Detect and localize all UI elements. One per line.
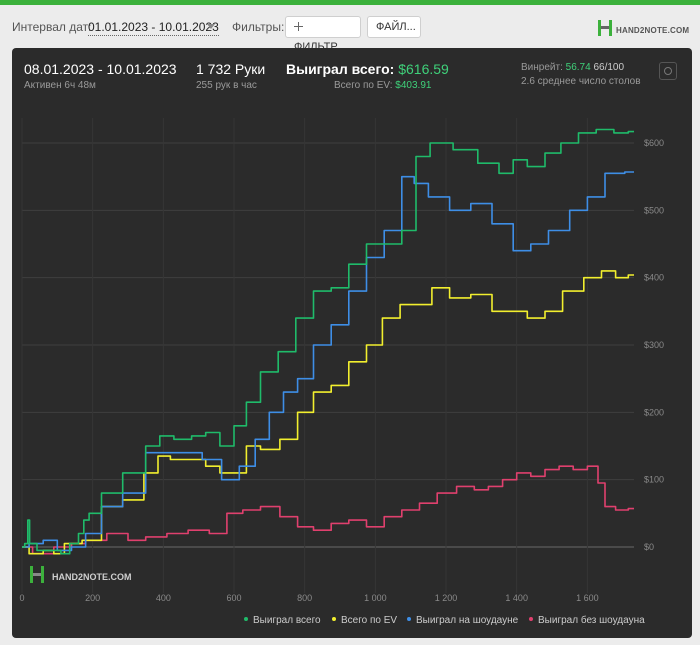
chart-svg: $0 $100 $200 $300 $400 $500 $600 0 200 400 600 800… — [19, 118, 664, 603]
plus-icon — [294, 22, 303, 31]
won-value: $616.59 — [398, 61, 449, 77]
legend-item-nonshowdown[interactable]: Выиграл без шоудауна — [529, 615, 645, 626]
legend-label: Выиграл без шоудауна — [538, 615, 645, 626]
x-tick-label: 1 400 — [505, 593, 528, 603]
legend-label: Выиграл всего — [253, 615, 321, 626]
y-tick-label: $500 — [644, 205, 664, 215]
x-tick-label: 1 000 — [364, 593, 387, 603]
series-line-0 — [22, 128, 634, 555]
x-tick-label: 1 600 — [576, 593, 599, 603]
date-range: 08.01.2023 - 10.01.2023 — [24, 61, 177, 77]
ev-label: Всего по EV: — [334, 80, 393, 91]
chevron-down-icon[interactable] — [207, 24, 215, 29]
x-tick-label: 200 — [85, 593, 100, 603]
chart-panel: 08.01.2023 - 10.01.2023 Активен 6ч 48м 1… — [12, 48, 692, 638]
top-accent-bar — [0, 0, 700, 5]
file-button-label: ФАЙЛ... — [376, 21, 416, 33]
hand2note-logo-icon — [598, 20, 612, 36]
gear-icon[interactable] — [659, 62, 677, 80]
y-tick-label: $200 — [644, 407, 664, 417]
legend-item-ev[interactable]: Всего по EV — [332, 615, 397, 626]
y-tick-label: $0 — [644, 542, 654, 552]
legend-label: Всего по EV — [341, 615, 398, 626]
x-tick-label: 600 — [226, 593, 241, 603]
tables-avg: 2.6 среднее число столов — [521, 76, 641, 87]
y-tick-label: $600 — [644, 138, 664, 148]
logo-text: HAND2NOTE.COM — [616, 26, 690, 35]
watermark-text: HAND2NOTE.COM — [52, 572, 132, 582]
won-label: Выиграл всего: — [286, 61, 395, 77]
legend-dot — [529, 617, 533, 621]
filters-label: Фильтры: — [232, 20, 285, 34]
chart-grid — [21, 118, 634, 593]
x-tick-label: 0 — [19, 593, 24, 603]
winrate: Винрейт: 56.74 66/100 — [521, 62, 624, 73]
y-tick-label: $300 — [644, 340, 664, 350]
winrate-label: Винрейт: — [521, 62, 563, 73]
chart-lines — [22, 128, 634, 555]
series-line-3 — [22, 465, 634, 555]
series-line-2 — [22, 171, 634, 552]
file-button[interactable]: ФАЙЛ... — [367, 16, 421, 38]
legend-dot — [244, 617, 248, 621]
won-total: Выиграл всего: $616.59 — [286, 61, 449, 77]
legend-dot — [332, 617, 336, 621]
ev-total: Всего по EV: $403.91 — [334, 80, 431, 91]
interval-label: Интервал дат: — [12, 20, 92, 34]
legend-label: Выиграл на шоудауне — [416, 615, 519, 626]
hands-count: 1 732 Руки — [196, 61, 266, 77]
legend-dot — [407, 617, 411, 621]
ev-value: $403.91 — [395, 80, 432, 91]
y-tick-label: $100 — [644, 475, 664, 485]
y-tick-label: $400 — [644, 273, 664, 283]
x-tick-label: 800 — [297, 593, 312, 603]
filter-button[interactable]: ФИЛЬТР... — [285, 16, 361, 53]
x-tick-labels: 0 200 400 600 800 1 000 1 200 1 400 1 600 — [19, 593, 598, 603]
y-tick-labels: $0 $100 $200 $300 $400 $500 $600 — [644, 138, 664, 552]
watermark: HAND2NOTE.COM — [30, 566, 132, 583]
winrate-fraction: 66/100 — [593, 62, 625, 73]
x-tick-label: 1 200 — [435, 593, 458, 603]
hands-rate: 255 рук в час — [196, 80, 257, 91]
x-tick-label: 400 — [156, 593, 171, 603]
watermark-logo-icon — [30, 566, 44, 583]
toolbar: Интервал дат: 01.01.2023 - 10.01.2023 Фи… — [0, 5, 700, 53]
date-interval-select[interactable]: 01.01.2023 - 10.01.2023 — [88, 20, 219, 36]
legend-item-showdown[interactable]: Выиграл на шоудауне — [407, 615, 518, 626]
active-time: Активен 6ч 48м — [24, 80, 96, 91]
legend-item-total[interactable]: Выиграл всего — [244, 615, 321, 626]
winrate-value: 56.74 — [565, 62, 591, 73]
